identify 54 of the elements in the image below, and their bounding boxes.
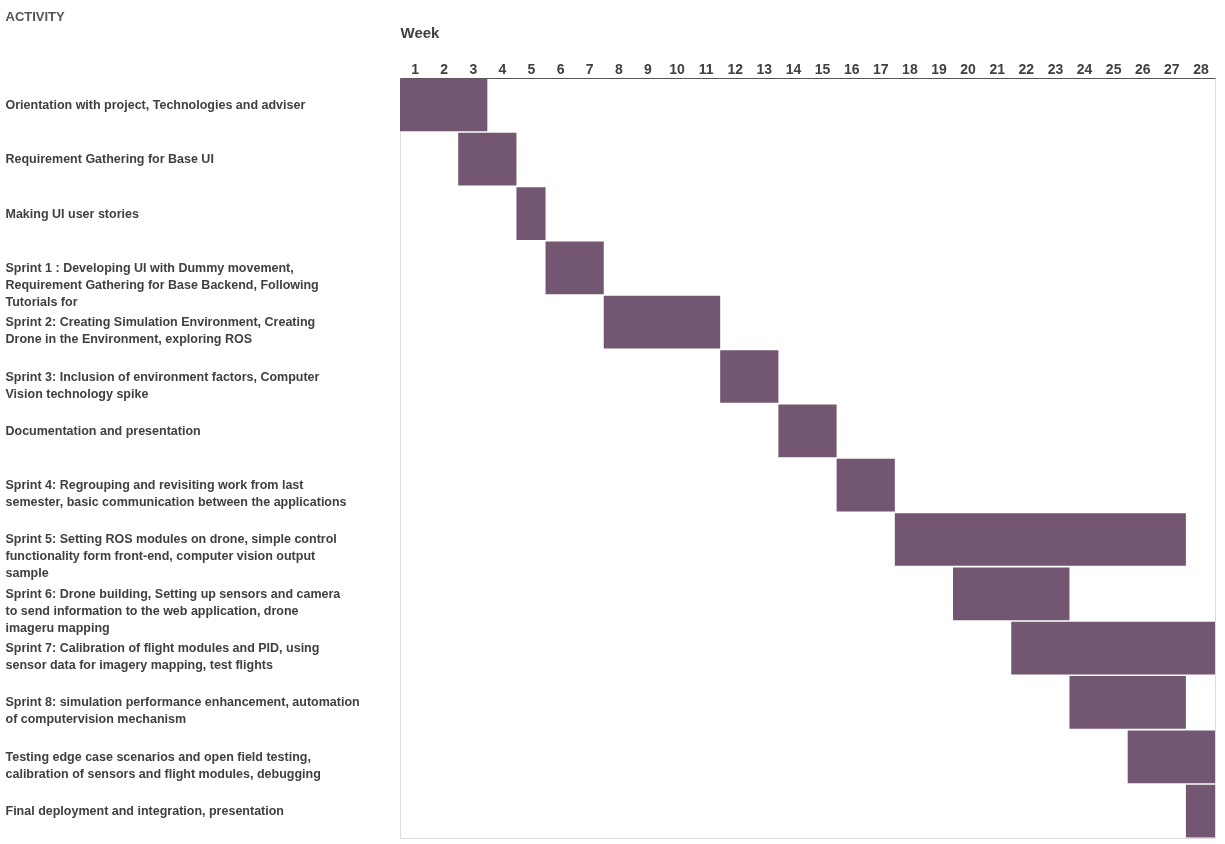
y-tick-label: Final deployment and integration, presentation (5, 804, 284, 819)
x-tick-label: 5 (527, 60, 536, 77)
y-tick-label: Sprint 7: Calibration of flight modules and PID, using sensor data for imagery mapping, test flights (5, 641, 320, 673)
bar (516, 187, 546, 240)
bar (545, 241, 604, 295)
x-tick-label: 13 (756, 60, 773, 77)
x-tick-label: 25 (1105, 60, 1122, 77)
x-tick-label: 16 (843, 60, 860, 77)
x-tick-label: 7 (585, 60, 594, 77)
x-tick-label: 23 (1047, 60, 1064, 77)
y-tick-label: Sprint 3: Inclusion of environment factors, Computer Vision technology spike (5, 369, 320, 401)
x-tick-label: 17 (872, 60, 889, 77)
x-tick-label: 14 (785, 60, 802, 77)
x-tick-label: 20 (960, 60, 977, 77)
x-tick-label: 9 (644, 60, 653, 77)
bar (400, 78, 488, 132)
x-tick-label: 1 (411, 60, 420, 77)
x-tick-label: 6 (556, 60, 565, 77)
bar (1185, 784, 1215, 838)
x-tick-label: 12 (727, 60, 744, 77)
y-tick-label: Making UI user stories (5, 206, 139, 221)
y-tick-label: Requirement Gathering for Base UI (5, 152, 214, 167)
x-tick-label: 15 (814, 60, 831, 77)
x-axis-title: Week (400, 23, 441, 41)
x-tick-label: 26 (1134, 60, 1151, 77)
y-axis-title: ACTIVITY (5, 8, 66, 24)
bar (720, 350, 779, 403)
x-tick-label: 24 (1076, 60, 1093, 77)
x-tick-label: 27 (1164, 60, 1180, 77)
y-tick-label: Sprint 2: Creating Simulation Environment, Creating Drone in the Environment, exploring ROS (5, 315, 316, 347)
x-tick-label: 22 (1018, 60, 1035, 77)
x-tick-label: 18 (902, 60, 918, 77)
y-tick-label: Sprint 5: Setting ROS modules on drone, simple control functionality form front-end, computer vision output sample (5, 532, 337, 581)
bar (603, 295, 721, 349)
bar (836, 458, 895, 512)
y-tick-label: Sprint 1 : Developing UI with Dummy movement, Requirement Gathering for Base Backend, Following Tutorials for (5, 260, 319, 309)
x-tick-label: 28 (1193, 60, 1209, 77)
x-tick-label: 3 (469, 60, 478, 77)
x-tick-label: 10 (669, 60, 686, 77)
x-tick-label: 21 (989, 60, 1006, 77)
x-tick-label: 8 (614, 60, 623, 77)
x-tick-label: 2 (440, 60, 449, 77)
x-tick-label: 11 (698, 60, 714, 77)
y-tick-label: Orientation with project, Technologies and adviser (5, 97, 306, 112)
y-tick-label: Sprint 4: Regrouping and revisiting work from last semester, basic communication between the applications (5, 478, 347, 510)
bar (458, 132, 517, 186)
x-tick-label: 19 (931, 60, 947, 77)
y-tick-label: Sprint 8: simulation performance enhancement, automation of computervision mechanism (5, 695, 360, 727)
y-tick-label: Documentation and presentation (5, 423, 201, 438)
x-tick-label: 4 (498, 60, 507, 77)
bar (778, 404, 837, 458)
bar (1011, 621, 1215, 675)
y-tick-label: Sprint 6: Drone building, Setting up sensors and camera to send information to the web application, drone imageru mapping (5, 586, 342, 635)
y-tick-label: Testing edge case scenarios and open field testing, calibration of sensors and flight modules, debugging (5, 749, 321, 781)
